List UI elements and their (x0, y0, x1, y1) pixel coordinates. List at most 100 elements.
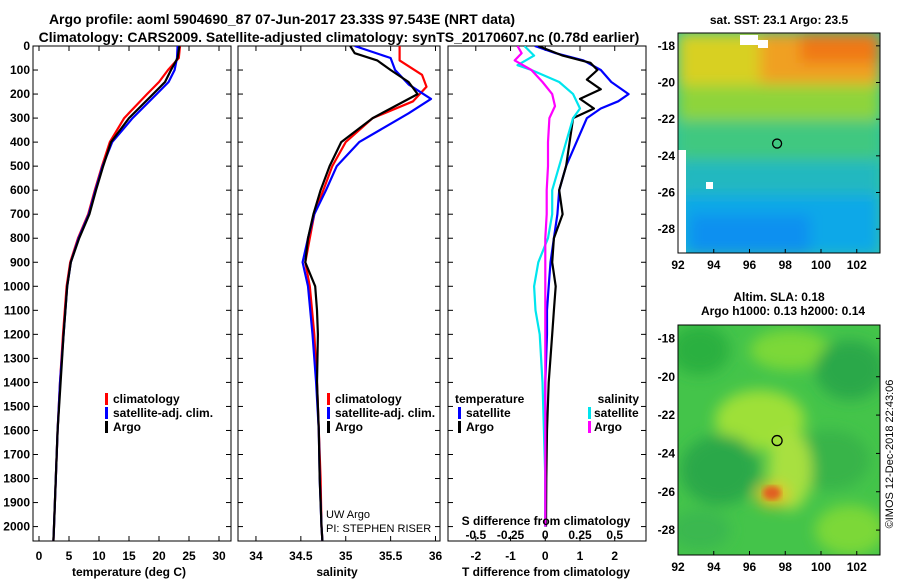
series-line-argo (304, 46, 419, 541)
temperature-panel: 0100200300400500600700800900100011001200… (3, 39, 232, 579)
legend-swatch-climatology (105, 393, 108, 405)
lon-tick-label: 98 (779, 560, 793, 574)
lat-tick-label: -24 (658, 149, 676, 163)
depth-tick-label: 1400 (3, 375, 30, 389)
depth-tick-label: 100 (10, 63, 30, 77)
legend-label-sal-satellite: satellite (594, 406, 639, 420)
temperature-difference-x-label: T difference from climatology (462, 565, 630, 579)
sla-map-frame (677, 324, 881, 556)
legend-swatch-satellite (327, 407, 330, 419)
depth-tick-label: 1000 (3, 279, 30, 293)
temperature-series (52, 46, 182, 541)
lat-tick-label: -26 (658, 186, 676, 200)
sla-map-lon-ticks: 92 94 96 98 100 102 (671, 551, 867, 574)
difference-series (513, 46, 630, 527)
lat-tick-label: -28 (658, 523, 676, 537)
depth-axis-ticks: 0 100 200 300 400 500 600 700 800 900 1000 1100 1200… (3, 39, 231, 534)
legend-label-climatology: climatology (335, 392, 402, 406)
temperature-legend: climatology satellite-adj. clim. Argo (105, 392, 213, 434)
s-difference-tick-label: -0.5 (465, 528, 486, 542)
x-tick-label: 36 (429, 549, 443, 563)
depth-tick-label: 800 (10, 231, 30, 245)
lat-tick-label: -22 (658, 408, 676, 422)
lon-tick-label: 100 (811, 258, 831, 272)
depth-tick-label: 200 (10, 87, 30, 101)
legend-label-argo: Argo (335, 420, 363, 434)
depth-tick-label: 400 (10, 135, 30, 149)
s-difference-tick-label: -0.25 (497, 528, 525, 542)
legend-label-temp-argo: Argo (466, 420, 494, 434)
s-difference-tick-label: 0.25 (568, 528, 592, 542)
sst-map-lon-ticks: 92 94 96 98 100 102 (671, 249, 867, 272)
salinity-x-ticks: 34 34.5 35 35.5 36 (249, 46, 443, 563)
series-line-argo (52, 46, 181, 541)
lat-tick-label: -26 (658, 485, 676, 499)
series-line-temperature-argo (537, 46, 602, 527)
legend-title-temperature: temperature (455, 392, 525, 406)
x-tick-label: 10 (92, 549, 106, 563)
depth-tick-label: 600 (10, 183, 30, 197)
depth-tick-label: 300 (10, 111, 30, 125)
legend-label-satellite: satellite-adj. clim. (113, 406, 213, 420)
lat-tick-label: -18 (658, 39, 676, 53)
x-tick-label: 34.5 (289, 549, 313, 563)
legend-swatch-sal-satellite (588, 407, 591, 419)
depth-tick-label: 0 (23, 39, 30, 53)
sla-map-title-line-1: Altim. SLA: 0.18 (733, 290, 825, 304)
depth-tick-label: 1900 (3, 496, 30, 510)
salinity-series (301, 46, 433, 541)
lon-tick-label: 102 (847, 560, 867, 574)
depth-tick-label: 1600 (3, 423, 30, 437)
depth-tick-label: 1700 (3, 447, 30, 461)
difference-panel: -2 -1 0 1 2 -0.5 -0.25 0 0.25 0.5 T difference f… (447, 45, 647, 579)
lon-tick-label: 94 (707, 560, 721, 574)
salinity-x-label: salinity (316, 565, 358, 579)
series-line-salinity-satellite (516, 46, 582, 527)
depth-tick-label: 2000 (3, 520, 30, 534)
x-tick-label: -2 (470, 549, 481, 563)
sst-map-panel: sat. SST: 23.1 Argo: 23.5 92 94 96 98 100 102… (658, 13, 881, 272)
title-line-2: Climatology: CARS2009. Satellite-adjuste… (39, 29, 640, 45)
lat-tick-label: -22 (658, 112, 676, 126)
depth-tick-label: 900 (10, 255, 30, 269)
lon-tick-label: 98 (779, 258, 793, 272)
depth-tick-label: 700 (10, 207, 30, 221)
lon-tick-label: 92 (671, 258, 685, 272)
legend-swatch-temp-satellite (458, 407, 461, 419)
lon-tick-label: 100 (811, 560, 831, 574)
difference-depth-ticks (448, 45, 646, 528)
lon-tick-label: 96 (743, 560, 757, 574)
float-owner-label: UW Argo (326, 509, 370, 521)
salinity-depth-ticks (238, 45, 440, 528)
depth-tick-label: 500 (10, 159, 30, 173)
temperature-x-label: temperature (deg C) (72, 565, 186, 579)
float-pi-label: PI: STEPHEN RISER (326, 523, 431, 535)
s-difference-tick-label: 0.5 (606, 528, 623, 542)
salinity-panel: 34 34.5 35 35.5 36 salinity climatology sate… (237, 45, 443, 579)
x-tick-label: 15 (122, 549, 136, 563)
temperature-x-ticks: 0 5 10 15 20 25 30 (36, 46, 226, 563)
depth-tick-label: 1200 (3, 327, 30, 341)
x-tick-label: 2 (611, 549, 618, 563)
x-tick-label: 1 (577, 549, 584, 563)
title-line-1: Argo profile: aoml 5904690_87 07-Jun-201… (49, 11, 515, 27)
lat-tick-label: -18 (658, 331, 676, 345)
legend-label-argo: Argo (113, 420, 141, 434)
s-difference-tick-label: 0 (542, 528, 549, 542)
lat-tick-label: -20 (658, 76, 676, 90)
lon-tick-label: 102 (847, 258, 867, 272)
sla-map-title-line-2: Argo h1000: 0.13 h2000: 0.14 (701, 304, 865, 318)
legend-swatch-climatology (327, 393, 330, 405)
sla-map-lat-ticks: -18 -20 -22 -24 -26 -28 (658, 331, 880, 537)
x-tick-label: -1 (505, 549, 516, 563)
legend-swatch-temp-argo (458, 421, 461, 433)
depth-tick-label: 1800 (3, 472, 30, 486)
difference-legend-temperature: temperature satellite Argo (455, 392, 525, 434)
imos-credit: ©IMOS 12-Dec-2018 22:43:06 (884, 380, 896, 529)
series-line-salinity-argo (513, 46, 557, 527)
legend-swatch-argo (327, 421, 330, 433)
depth-tick-label: 1300 (3, 351, 30, 365)
lon-tick-label: 96 (743, 258, 757, 272)
sla-float-marker (771, 434, 783, 447)
